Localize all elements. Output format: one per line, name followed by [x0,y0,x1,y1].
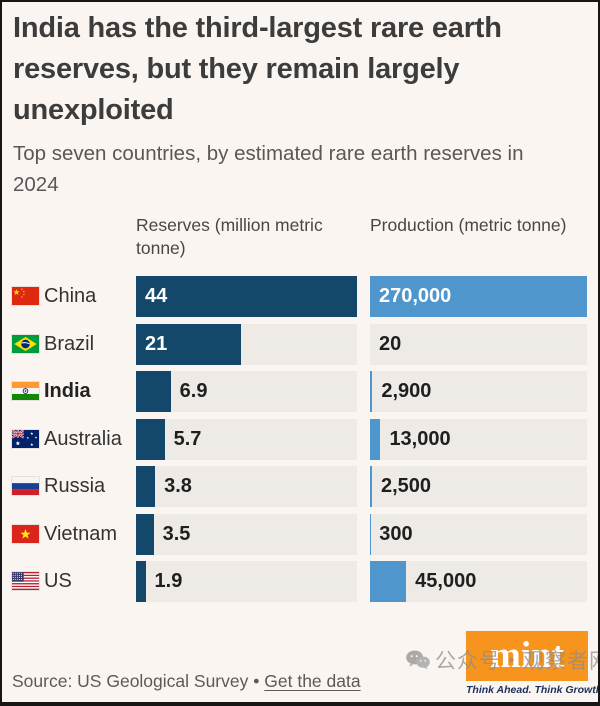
production-bar [370,276,587,317]
table-row: Brazil 21 20 [2,323,598,365]
flag-us-icon [12,572,39,590]
production-bar [370,418,381,460]
reserves-value: 44 [145,285,168,307]
reserves-value: 5.7 [173,427,202,450]
mint-logo-text: mint [490,634,564,676]
production-value: 45,000 [415,570,477,592]
reserves-value: 1.9 [154,570,183,592]
production-bar-track [370,561,587,602]
reserves-bar [136,323,242,365]
production-value: 20 [379,332,402,355]
reserves-bar [136,513,154,555]
table-row: Australia 5.7 13,000 [2,418,598,460]
country-label: Australia [44,427,122,450]
flag-india-icon [12,382,39,400]
production-bar [370,466,372,507]
table-row: US 1.9 45,000 [2,561,598,602]
chart-rows: China 44 270,000 Brazil 21 20 India 6.9 2,900 Aus… [2,276,598,609]
table-row: Vietnam 3.5 300 [2,513,598,555]
production-bar-track [370,418,587,460]
production-bar-track [370,513,587,555]
reserves-bar [136,371,171,412]
reserves-value: 6.9 [179,380,208,402]
reserves-value: 3.5 [162,522,191,545]
reserves-bar [136,466,156,507]
country-label: Russia [44,475,106,497]
mint-branding: mint Think Ahead. Think Growth. [466,631,600,696]
country-label: India [44,380,91,402]
reserves-bar [136,276,357,317]
production-bar-track [370,323,587,365]
reserves-bar-track [136,466,357,507]
source-separator: • [253,671,260,691]
production-bar-track [370,371,587,412]
table-row: China 44 270,000 [2,276,598,317]
reserves-bar-track [136,371,357,412]
mint-tagline: Think Ahead. Think Growth. [466,684,600,696]
country-label: Brazil [44,332,95,355]
production-bar-track [370,466,587,507]
get-the-data-link[interactable]: Get the data [264,671,361,691]
reserves-bar-track [136,561,357,602]
country-label: Vietnam [44,522,118,545]
production-value: 2,500 [381,475,432,497]
source-text: Source: US Geological Survey [12,671,249,691]
flag-china-icon [12,287,39,305]
production-bar [370,561,407,602]
production-value: 300 [379,522,413,545]
flag-russia-icon [12,477,39,495]
reserves-bar-track [136,513,357,555]
country-label: China [44,285,97,307]
production-value: 2,900 [381,380,432,402]
reserves-bar [136,561,146,602]
column-header-reserves: Reserves (million metric tonne) [136,215,323,258]
reserves-bar [136,418,165,460]
table-row: India 6.9 2,900 [2,371,598,412]
page-title: India has the third-largest rare earth r… [13,12,502,126]
chart-subtitle: Top seven countries, by estimated rare e… [13,142,524,196]
flag-vietnam-icon [12,524,39,543]
flag-brazil-icon [12,334,39,353]
wechat-icon [406,650,430,670]
mint-logo: mint [466,631,588,681]
reserves-value: 21 [145,332,168,355]
reserves-value: 3.8 [164,475,192,497]
source-line: Source: US Geological Survey • Get the d… [12,671,361,692]
production-value: 13,000 [389,427,451,450]
reserves-bar-track [136,418,357,460]
flag-australia-icon [12,429,39,448]
production-bar [370,371,373,412]
production-value: 270,000 [379,285,452,307]
country-label: US [44,570,72,592]
table-row: Russia 3.8 2,500 [2,466,598,507]
column-header-production: Production (metric tonne) [370,215,567,235]
